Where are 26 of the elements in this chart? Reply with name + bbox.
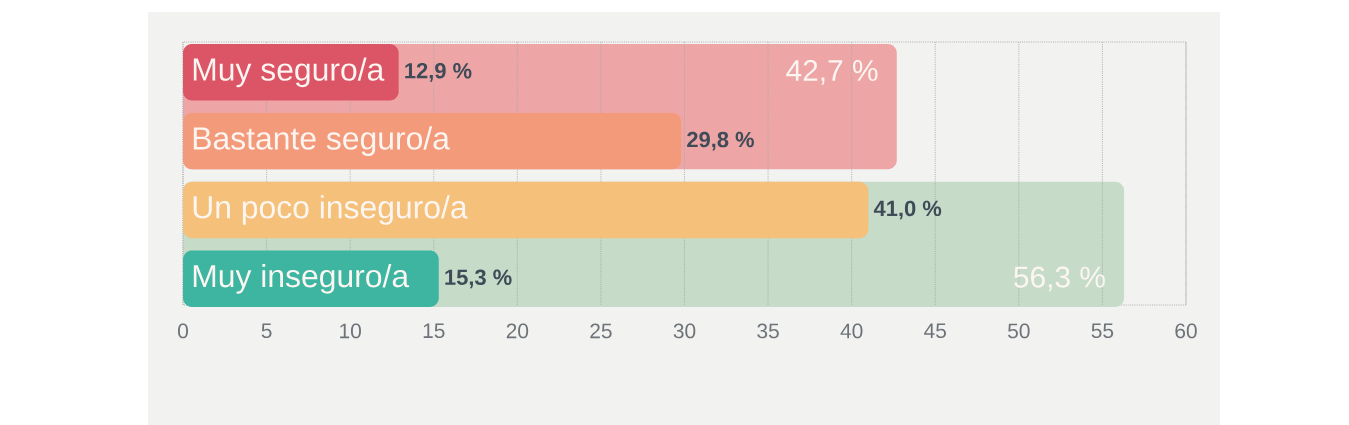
x-tick-label: 5 bbox=[261, 323, 272, 339]
x-tick-label: 60 bbox=[1175, 323, 1197, 339]
bar bbox=[183, 181, 869, 239]
data-label: 56,3 % bbox=[1014, 266, 1105, 292]
data-label: 41,0 % bbox=[873, 200, 942, 220]
bar bbox=[183, 112, 682, 170]
y-tick-label: Bastante seguro/a bbox=[193, 126, 450, 156]
x-tick-label: 30 bbox=[673, 323, 696, 339]
x-tick-label: 25 bbox=[590, 323, 612, 339]
y-tick-label: Muy seguro/a bbox=[193, 57, 385, 88]
x-tick-label: 15 bbox=[423, 323, 445, 339]
data-label: 12,9 % bbox=[405, 62, 472, 82]
data-label: 42,7 % bbox=[786, 59, 878, 85]
x-tick-label: 10 bbox=[340, 323, 361, 339]
bar bbox=[183, 44, 399, 101]
data-label: 29,8 % bbox=[687, 131, 754, 151]
x-tick-label: 45 bbox=[924, 323, 946, 339]
x-tick-label: 40 bbox=[840, 323, 863, 339]
y-tick-label: Un poco inseguro/a bbox=[193, 195, 468, 225]
data-label: 15,3 % bbox=[445, 269, 512, 289]
x-tick-label: 35 bbox=[757, 323, 779, 339]
y-tick-label: Muy inseguro/a bbox=[193, 263, 410, 294]
x-tick-label: 55 bbox=[1091, 323, 1114, 339]
x-tick-label: 0 bbox=[178, 323, 189, 339]
x-tick-label: 20 bbox=[506, 323, 529, 339]
x-tick-label: 50 bbox=[1008, 323, 1030, 339]
